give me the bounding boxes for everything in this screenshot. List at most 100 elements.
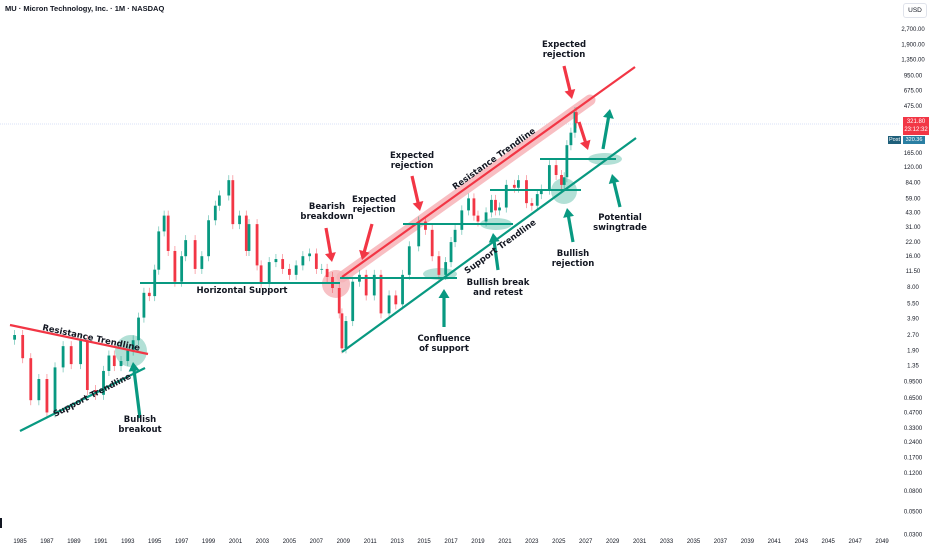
price-tick-label: 0.6500 bbox=[904, 396, 923, 402]
candle-down bbox=[394, 295, 398, 305]
bullish-arrow-icon bbox=[438, 289, 450, 327]
label-horizontal-support: Horizontal Support bbox=[196, 286, 287, 296]
time-tick-label: 2033 bbox=[660, 539, 674, 545]
support-trendline-1[interactable] bbox=[19, 367, 146, 432]
candle-up bbox=[79, 340, 83, 365]
candle-down bbox=[430, 229, 434, 257]
time-tick-label: 1991 bbox=[94, 539, 108, 545]
time-tick-label: 2009 bbox=[337, 539, 351, 545]
candle-down bbox=[45, 379, 49, 413]
candle-down bbox=[231, 180, 235, 225]
time-tick-label: 2027 bbox=[579, 539, 593, 545]
price-tick-label: 0.9500 bbox=[904, 379, 923, 385]
last-price-value: 321.80 bbox=[906, 119, 926, 125]
time-tick-label: 1997 bbox=[175, 539, 189, 545]
price-tick-label: 0.0500 bbox=[904, 510, 923, 516]
candle-down bbox=[69, 346, 73, 365]
post-market-price: 320.36 bbox=[903, 136, 925, 144]
candle-up bbox=[490, 199, 493, 213]
time-tick-label: 2037 bbox=[714, 539, 728, 545]
candle-up bbox=[539, 189, 543, 195]
price-tick-label: 1,350.00 bbox=[901, 58, 925, 64]
candle-down bbox=[379, 274, 383, 314]
candle-up bbox=[217, 195, 221, 206]
candle-up bbox=[267, 262, 271, 283]
label-bearish-breakdown: Bearish breakdown bbox=[300, 202, 353, 222]
candle-up bbox=[61, 346, 65, 368]
bearish-arrow-icon bbox=[562, 65, 576, 99]
resistance-trendline-1[interactable] bbox=[9, 323, 149, 356]
candle-down bbox=[147, 292, 151, 297]
price-tick-label: 2.70 bbox=[907, 333, 919, 339]
price-tick-label: 11.50 bbox=[906, 269, 921, 275]
candle-up bbox=[449, 242, 453, 263]
price-tick-label: 0.0800 bbox=[904, 489, 923, 495]
candle-up bbox=[53, 367, 57, 413]
candle-down bbox=[530, 203, 534, 206]
candle-up bbox=[467, 198, 470, 211]
candle-up bbox=[247, 224, 251, 251]
symbol-title[interactable]: MU · Micron Technology, Inc. · 1M · NASD… bbox=[5, 4, 165, 13]
label-bullish-break-retest: Bullish break and retest bbox=[467, 278, 530, 298]
label-expected-rejection-1: Expected rejection bbox=[352, 195, 396, 215]
time-tick-label: 2015 bbox=[417, 539, 431, 545]
candle-up bbox=[516, 180, 520, 188]
candle-up bbox=[137, 317, 140, 341]
candle-down bbox=[325, 268, 329, 278]
bearish-arrow-icon bbox=[324, 227, 336, 262]
last-price-label: 321.80 23:12:32 bbox=[903, 117, 929, 135]
time-tick-label: 2003 bbox=[256, 539, 270, 545]
price-tick-label: 950.00 bbox=[904, 73, 923, 79]
candle-up bbox=[535, 194, 539, 206]
support-trendline-2[interactable] bbox=[341, 137, 637, 353]
time-tick-label: 2043 bbox=[795, 539, 809, 545]
bullish-arrow-icon bbox=[488, 233, 500, 271]
time-tick-label: 1985 bbox=[13, 539, 27, 545]
price-axis[interactable]: 2,700.00 1,900.00 1,350.00 950.00 675.00 475.… bbox=[901, 27, 925, 538]
candle-up bbox=[547, 165, 551, 190]
time-tick-label: 2007 bbox=[310, 539, 324, 545]
candle-down bbox=[21, 335, 25, 359]
candle-up bbox=[184, 240, 188, 257]
time-tick-label: 2047 bbox=[848, 539, 862, 545]
label-confluence-of-support: Confluence of support bbox=[417, 334, 470, 354]
candle-up bbox=[504, 184, 508, 208]
candle-up bbox=[444, 262, 448, 275]
price-tick-label: 31.00 bbox=[905, 225, 921, 231]
candle-down bbox=[288, 268, 291, 275]
candle-up bbox=[401, 274, 404, 305]
candle-up bbox=[294, 265, 298, 275]
price-tick-label: 43.00 bbox=[905, 210, 921, 216]
price-tick-label: 120.00 bbox=[904, 165, 923, 171]
time-tick-label: 2041 bbox=[768, 539, 782, 545]
bearish-arrow-icon bbox=[359, 223, 374, 260]
candle-up bbox=[562, 177, 566, 185]
candle-down bbox=[560, 175, 563, 185]
currency-button[interactable]: USD bbox=[903, 3, 927, 18]
candle-down bbox=[525, 180, 528, 204]
candle-down bbox=[494, 199, 497, 211]
candle-down bbox=[337, 288, 341, 314]
time-tick-label: 2005 bbox=[283, 539, 297, 545]
price-tick-label: 8.00 bbox=[907, 285, 919, 291]
bearish-arrow-icon bbox=[410, 175, 424, 211]
time-axis[interactable]: 1985 1987 1989 1991 1993 1995 1997 1999 2001 2003… bbox=[13, 539, 889, 545]
time-tick-label: 2017 bbox=[444, 539, 458, 545]
price-tick-label: 1.90 bbox=[907, 349, 919, 355]
candle-up bbox=[274, 259, 278, 263]
time-tick-label: 2029 bbox=[606, 539, 620, 545]
scroll-handle[interactable] bbox=[0, 518, 2, 528]
candle-up bbox=[157, 231, 161, 270]
price-tick-label: 0.1700 bbox=[904, 456, 923, 462]
candle-down bbox=[314, 253, 318, 269]
time-tick-label: 1987 bbox=[40, 539, 54, 545]
time-tick-label: 2039 bbox=[741, 539, 755, 545]
candle-up bbox=[142, 292, 146, 318]
candle-up bbox=[126, 350, 130, 362]
resistance-trendline-2[interactable] bbox=[341, 66, 636, 278]
price-tick-label: 0.3300 bbox=[904, 426, 923, 432]
bullish-arrow-icon bbox=[608, 174, 622, 208]
candle-up bbox=[308, 253, 312, 257]
candle-down bbox=[340, 313, 344, 349]
